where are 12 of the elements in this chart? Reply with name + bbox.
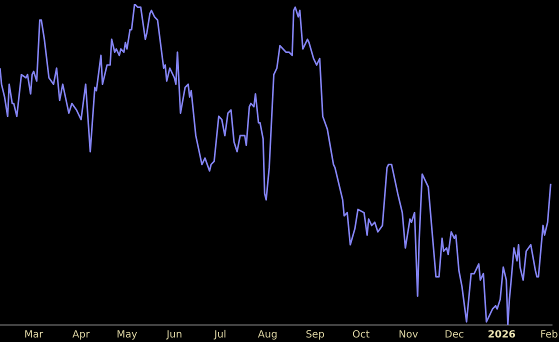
x-tick-label: Aug — [258, 330, 278, 341]
x-tick-label: Jun — [166, 330, 182, 341]
x-tick-label: Oct — [352, 330, 370, 341]
x-tick-label: Mar — [24, 330, 44, 341]
x-tick-label: Sep — [306, 330, 325, 341]
x-tick-label: Apr — [72, 330, 91, 341]
x-tick-label: 2026 — [488, 330, 516, 341]
x-tick-label: Nov — [398, 330, 418, 341]
x-tick-label: Dec — [444, 330, 464, 341]
x-tick-label: Jul — [213, 330, 226, 341]
x-tick-label: May — [116, 330, 138, 341]
x-tick-label: Feb — [540, 330, 558, 341]
